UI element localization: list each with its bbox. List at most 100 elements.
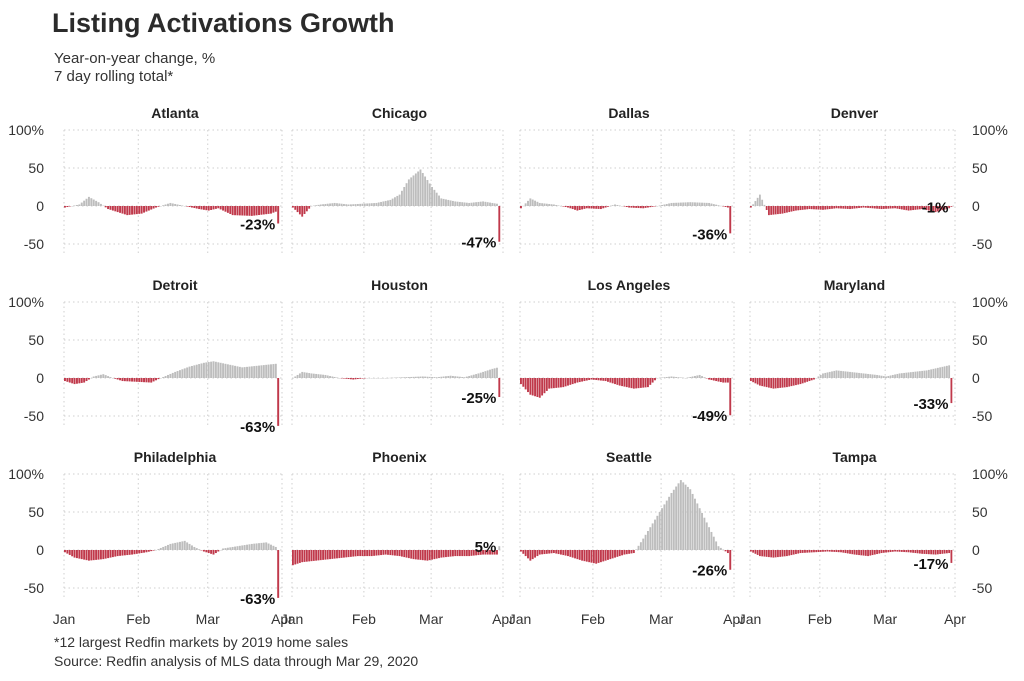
bar-phoenix-25 xyxy=(349,550,352,557)
bar-tampa-39 xyxy=(837,550,840,553)
bar-philadelphia-81 xyxy=(258,543,260,550)
bar-maryland-16 xyxy=(786,378,788,388)
bar-philadelphia-17 xyxy=(104,550,107,559)
bar-maryland-23 xyxy=(801,378,804,384)
bar-los-angeles-29 xyxy=(588,378,591,381)
bar-phoenix-3 xyxy=(298,550,301,563)
bar-los-angeles-63 xyxy=(668,376,671,378)
bar-atlanta-87 xyxy=(272,206,275,213)
bar-dallas-88 xyxy=(726,206,729,208)
bar-tampa-78 xyxy=(925,550,928,555)
bar-maryland-79 xyxy=(927,369,930,378)
bar-phoenix-8 xyxy=(310,550,313,562)
bar-phoenix-49 xyxy=(405,550,408,558)
bar-philadelphia-55 xyxy=(195,548,198,550)
bar-dallas-3 xyxy=(527,200,529,206)
bar-houston-61 xyxy=(433,377,436,378)
bar-phoenix-77 xyxy=(470,550,473,556)
bar-chicago-41 xyxy=(387,200,389,206)
bar-denver-18 xyxy=(790,206,793,212)
bar-los-angeles-32 xyxy=(595,378,598,381)
bar-seattle-51 xyxy=(639,542,642,550)
bar-houston-85 xyxy=(489,369,491,378)
bar-detroit-88 xyxy=(274,363,277,378)
bar-atlanta-17 xyxy=(104,206,107,208)
bar-dallas-47 xyxy=(630,206,633,208)
bar-philadelphia-30 xyxy=(135,550,138,554)
bar-denver-34 xyxy=(826,206,829,210)
bar-los-angeles-22 xyxy=(571,378,574,385)
bar-los-angeles-27 xyxy=(583,378,586,382)
value-label: -33% xyxy=(913,396,948,413)
value-label: -63% xyxy=(240,419,275,436)
bar-tampa-67 xyxy=(900,550,903,552)
bar-phoenix-5 xyxy=(303,550,306,562)
bar-atlanta-57 xyxy=(200,206,203,210)
bar-maryland-11 xyxy=(774,378,777,389)
bar-tampa-13 xyxy=(779,550,782,557)
bar-denver-4 xyxy=(759,194,761,206)
bar-phoenix-65 xyxy=(442,550,445,558)
bar-phoenix-20 xyxy=(338,550,341,559)
bar-maryland-64 xyxy=(894,374,896,378)
y-tick-label-left: 100% xyxy=(8,294,44,310)
bar-detroit-68 xyxy=(226,364,229,378)
bar-seattle-12 xyxy=(548,550,551,554)
bar-tampa-33 xyxy=(824,550,827,552)
bar-dallas-14 xyxy=(552,204,555,206)
bar-denver-83 xyxy=(936,206,939,212)
bar-houston-60 xyxy=(431,376,433,378)
bar-dallas-26 xyxy=(581,206,584,210)
bar-denver-50 xyxy=(862,206,865,208)
bar-philadelphia-22 xyxy=(116,550,119,557)
bar-detroit-69 xyxy=(229,364,232,378)
bar-detroit-38 xyxy=(155,378,157,381)
bar-tampa-72 xyxy=(912,550,915,553)
bar-philadelphia-34 xyxy=(145,550,148,553)
panel-title: Chicago xyxy=(372,105,427,121)
bar-phoenix-45 xyxy=(396,550,399,556)
panel-detroit: Detroit -63% xyxy=(63,277,283,436)
bar-los-angeles-65 xyxy=(672,376,675,378)
bar-philadelphia-67 xyxy=(224,548,227,550)
value-label: -47% xyxy=(461,235,496,252)
bar-atlanta-34 xyxy=(145,206,148,212)
value-label: -49% xyxy=(692,408,727,425)
bar-phoenix-35 xyxy=(373,550,376,556)
bar-houston-6 xyxy=(305,372,308,378)
bar-denver-70 xyxy=(907,206,910,211)
bar-atlanta-83 xyxy=(262,206,265,215)
bar-dallas-37 xyxy=(607,206,609,207)
bar-maryland-27 xyxy=(810,378,813,381)
bar-los-angeles-10 xyxy=(543,378,546,394)
bar-chicago-83 xyxy=(484,201,487,206)
bar-philadelphia-42 xyxy=(164,545,167,550)
bar-denver-73 xyxy=(914,206,917,210)
y-tick-label-right: 0 xyxy=(972,542,980,558)
bar-dallas-28 xyxy=(585,206,588,209)
bar-chicago-4 xyxy=(301,206,304,217)
bar-seattle-25 xyxy=(578,550,581,560)
bar-denver-35 xyxy=(828,206,831,210)
bar-seattle-70 xyxy=(684,484,687,550)
bar-seattle-8 xyxy=(538,550,541,555)
bar-maryland-61 xyxy=(887,375,890,378)
bar-los-angeles-44 xyxy=(623,378,626,387)
bar-dallas-8 xyxy=(538,202,541,206)
bar-chicago-73 xyxy=(461,202,464,206)
bar-seattle-66 xyxy=(675,486,678,550)
bar-seattle-35 xyxy=(602,550,605,562)
bar-tampa-64 xyxy=(894,550,896,552)
bar-phoenix-76 xyxy=(468,550,471,557)
x-tick-label: Feb xyxy=(126,611,150,627)
bar-chicago-42 xyxy=(389,199,392,206)
bar-phoenix-82 xyxy=(482,550,485,555)
bar-philadelphia-51 xyxy=(186,542,189,550)
bar-houston-16 xyxy=(329,375,331,378)
bar-chicago-16 xyxy=(329,203,331,206)
bar-phoenix-81 xyxy=(479,550,482,555)
y-tick-label-left: 100% xyxy=(8,466,44,482)
bar-phoenix-38 xyxy=(380,550,382,556)
bar-atlanta-49 xyxy=(181,205,184,206)
bar-los-angeles-14 xyxy=(552,378,555,389)
